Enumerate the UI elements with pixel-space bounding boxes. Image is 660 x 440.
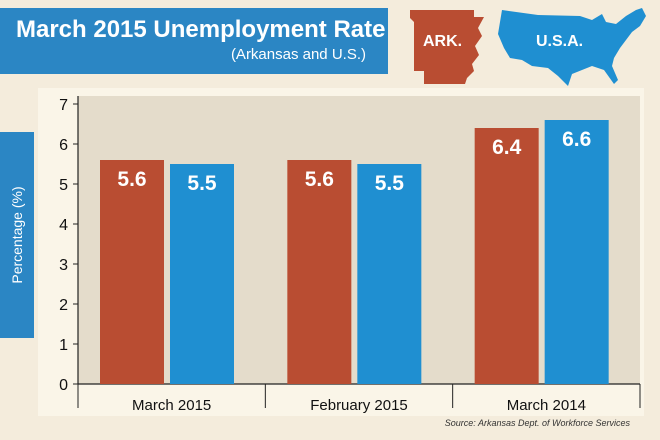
- bar-value-label: 5.6: [305, 168, 334, 191]
- source-note: Source: Arkansas Dept. of Workforce Serv…: [444, 418, 630, 428]
- y-tick-label: 0: [59, 377, 68, 394]
- bar-us: [544, 120, 609, 384]
- usa-map-icon: [496, 4, 656, 90]
- bar-arkansas: [100, 160, 164, 384]
- y-tick-label: 6: [59, 137, 68, 154]
- y-tick-label: 7: [59, 97, 68, 114]
- y-tick-label: 4: [59, 217, 68, 234]
- bar-value-label: 5.5: [375, 172, 405, 195]
- y-tick-label: 3: [59, 257, 68, 274]
- bar-us: [357, 164, 422, 384]
- bar-value-label: 6.4: [492, 136, 522, 159]
- bar-value-label: 5.5: [187, 172, 217, 195]
- bar-value-label: 5.6: [117, 168, 146, 191]
- x-tick-label: March 2015: [132, 397, 211, 414]
- arkansas-state-map-icon: [408, 8, 486, 86]
- x-tick-label: February 2015: [310, 397, 408, 414]
- legend-label-usa: U.S.A.: [536, 33, 584, 50]
- y-tick-label: 1: [59, 337, 68, 354]
- bar-value-label: 6.6: [562, 128, 591, 151]
- y-tick-label: 2: [59, 297, 68, 314]
- title-banner: March 2015 Unemployment Rate (Arkansas a…: [0, 8, 388, 74]
- bar-arkansas: [474, 128, 539, 384]
- y-axis-band: Percentage (%): [0, 132, 34, 338]
- y-tick-label: 5: [59, 177, 68, 194]
- bar-arkansas: [287, 160, 352, 384]
- bar-us: [170, 164, 234, 384]
- legend-label-arkansas: ARK.: [423, 33, 463, 50]
- y-axis-label: Percentage (%): [9, 186, 25, 284]
- x-tick-label: March 2014: [507, 397, 586, 414]
- chart-subtitle: (Arkansas and U.S.): [230, 46, 366, 63]
- chart-title: March 2015 Unemployment Rate: [16, 16, 386, 43]
